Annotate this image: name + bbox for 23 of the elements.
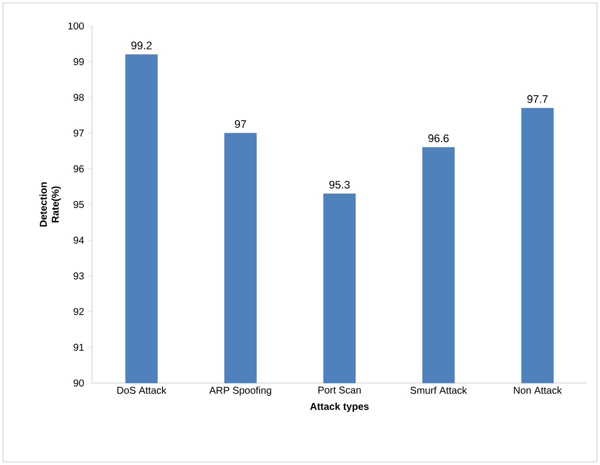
data-label: 99.2 [131, 42, 152, 50]
x-tick-label: DoS Attack [117, 386, 166, 394]
x-axis-title: Attack types [310, 402, 369, 412]
x-tick-label: Port Scan [318, 386, 361, 394]
y-tick-label: 95 [74, 200, 84, 208]
x-tick-label: Non Attack [514, 386, 562, 394]
y-tick-label: 93 [74, 272, 84, 280]
data-label: 97.7 [527, 95, 548, 103]
y-tick-label: 90 [74, 379, 84, 387]
y-axis-title: Detection Rate(%) [40, 182, 61, 227]
data-label: 96.6 [428, 134, 449, 142]
data-label: 95.3 [329, 180, 350, 189]
data-label: 97 [234, 120, 246, 128]
y-tick-label: 99 [74, 58, 84, 66]
y-tick-label: 92 [74, 308, 84, 316]
y-tick-label: 96 [74, 165, 84, 172]
y-tick-label: 94 [74, 236, 84, 244]
y-tick-label: 97 [74, 130, 84, 137]
y-tick-label: 98 [74, 94, 84, 101]
x-tick-label: ARP Spoofing [209, 386, 272, 396]
x-tick-label: Smurf Attack [410, 386, 468, 394]
y-tick-label: 100 [68, 22, 84, 30]
y-tick-label: 91 [74, 344, 84, 351]
